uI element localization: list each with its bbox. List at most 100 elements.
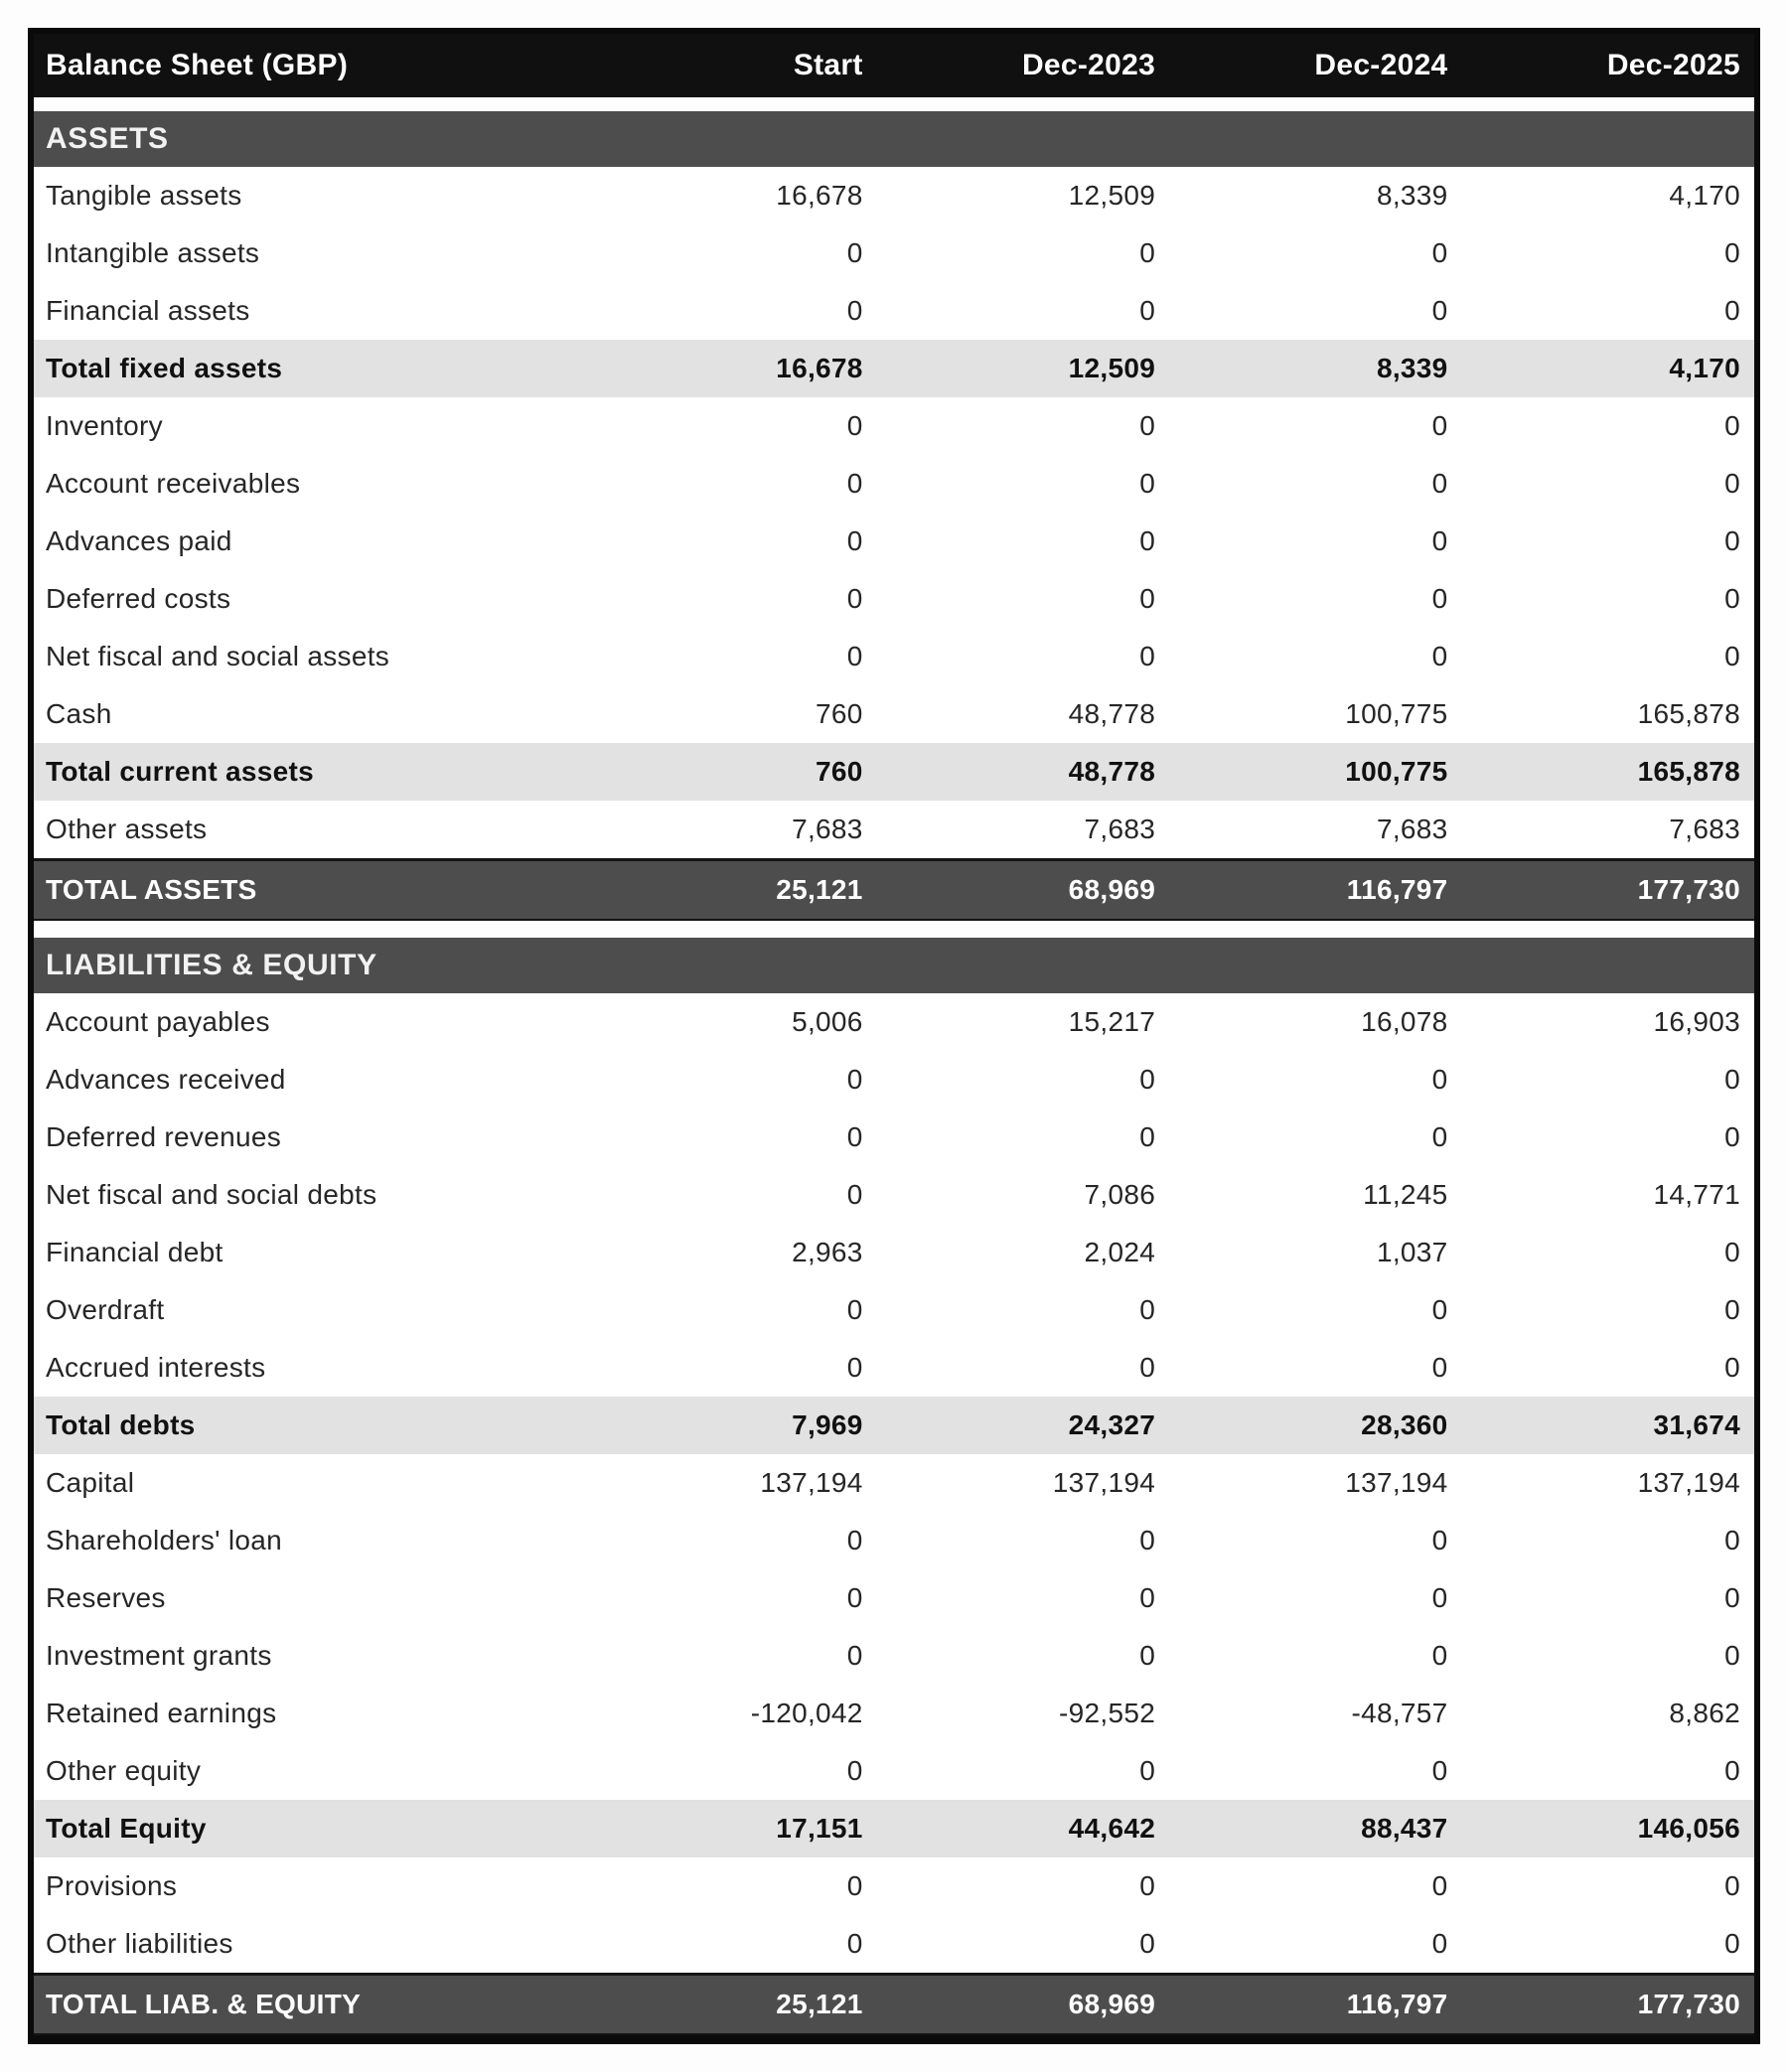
row-value: 0 [1169, 1742, 1462, 1800]
table-row: Financial debt 2,963 2,024 1,037 0 [34, 1224, 1754, 1281]
row-value: 0 [1169, 1627, 1462, 1685]
row-value: 0 [1169, 397, 1462, 455]
row-value: 0 [1461, 1051, 1754, 1109]
row-label: Overdraft [34, 1281, 585, 1339]
table-row: Cash 760 48,778 100,775 165,878 [34, 685, 1754, 743]
row-value: 0 [1169, 628, 1462, 685]
column-header-dec-2025: Dec-2025 [1461, 34, 1754, 97]
row-value: 68,969 [876, 1973, 1170, 2035]
row-value: 12,509 [876, 340, 1170, 397]
row-value: 0 [876, 1512, 1170, 1569]
grand-total-row: TOTAL ASSETS 25,121 68,969 116,797 177,730 [34, 858, 1754, 921]
table-body: ASSETS Tangible assets 16,678 12,509 8,339 4,… [34, 111, 1754, 2035]
row-value: 0 [1461, 282, 1754, 340]
row-value: 1,037 [1169, 1224, 1462, 1281]
row-label: Other assets [34, 801, 585, 860]
row-label: Total debts [34, 1397, 585, 1454]
row-value: 0 [876, 513, 1170, 570]
table-row: Deferred costs 0 0 0 0 [34, 570, 1754, 628]
row-value: 24,327 [876, 1397, 1170, 1454]
row-value: 0 [876, 628, 1170, 685]
table-row: Provisions 0 0 0 0 [34, 1857, 1754, 1915]
row-value: 0 [876, 1915, 1170, 1975]
row-label: Account receivables [34, 455, 585, 513]
row-value: 0 [584, 570, 877, 628]
subtotal-row: Total current assets 760 48,778 100,775 165,… [34, 743, 1754, 801]
row-label: Provisions [34, 1857, 585, 1915]
row-value: 0 [1461, 1224, 1754, 1281]
row-value: 0 [584, 628, 877, 685]
balance-sheet-table: Balance Sheet (GBP) Start Dec-2023 Dec-2… [34, 34, 1754, 2035]
table-row: Deferred revenues 0 0 0 0 [34, 1109, 1754, 1166]
row-label: Total fixed assets [34, 340, 585, 397]
row-value: 0 [876, 224, 1170, 282]
row-label: Advances received [34, 1051, 585, 1109]
subtotal-row: Total fixed assets 16,678 12,509 8,339 4,170 [34, 340, 1754, 397]
table-row: Tangible assets 16,678 12,509 8,339 4,170 [34, 167, 1754, 224]
row-value: 0 [1461, 570, 1754, 628]
row-value: 0 [1461, 1512, 1754, 1569]
report-title: Balance Sheet (GBP) [34, 34, 585, 97]
row-label: Accrued interests [34, 1339, 585, 1397]
row-label: Deferred revenues [34, 1109, 585, 1166]
row-label: Deferred costs [34, 570, 585, 628]
row-value: 0 [1169, 455, 1462, 513]
row-value: 0 [1169, 1109, 1462, 1166]
row-value: 0 [584, 1109, 877, 1166]
row-value: 0 [1461, 397, 1754, 455]
row-value: 137,194 [1169, 1454, 1462, 1512]
row-value: 0 [1169, 1339, 1462, 1397]
row-value: 0 [1461, 1109, 1754, 1166]
subtotal-row: Total debts 7,969 24,327 28,360 31,674 [34, 1397, 1754, 1454]
row-value: 0 [584, 1051, 877, 1109]
row-value: -92,552 [876, 1685, 1170, 1742]
row-value: 116,797 [1169, 1973, 1462, 2035]
row-value: 25,121 [584, 1973, 877, 2035]
grand-total-row: TOTAL LIAB. & EQUITY 25,121 68,969 116,797 1… [34, 1973, 1754, 2035]
row-label: Advances paid [34, 513, 585, 570]
header-spacer [34, 97, 1754, 111]
row-value: 16,678 [584, 340, 877, 397]
row-value: 88,437 [1169, 1800, 1462, 1857]
table-row: Net fiscal and social debts 0 7,086 11,245 1… [34, 1166, 1754, 1224]
section-header-row: LIABILITIES & EQUITY [34, 938, 1754, 993]
row-value: -48,757 [1169, 1685, 1462, 1742]
row-value: 0 [876, 1742, 1170, 1800]
row-value: 16,903 [1461, 993, 1754, 1051]
row-label: TOTAL ASSETS [34, 858, 585, 921]
row-value: 0 [876, 1627, 1170, 1685]
row-value: 31,674 [1461, 1397, 1754, 1454]
row-value: 0 [1461, 1569, 1754, 1627]
table-row: Net fiscal and social assets 0 0 0 0 [34, 628, 1754, 685]
row-value: 0 [584, 1569, 877, 1627]
row-value: 0 [876, 1339, 1170, 1397]
row-value: 25,121 [584, 858, 877, 921]
row-value: 0 [1461, 1627, 1754, 1685]
row-label: Reserves [34, 1569, 585, 1627]
column-header-dec-2024: Dec-2024 [1169, 34, 1462, 97]
row-value: 0 [1169, 1512, 1462, 1569]
table-row: Other liabilities 0 0 0 0 [34, 1915, 1754, 1975]
row-value: 16,078 [1169, 993, 1462, 1051]
row-value: 0 [1169, 224, 1462, 282]
row-label: Investment grants [34, 1627, 585, 1685]
row-value: 0 [584, 1512, 877, 1569]
row-label: Other equity [34, 1742, 585, 1800]
row-value: 0 [1461, 224, 1754, 282]
row-value: 0 [876, 1281, 1170, 1339]
row-value: 7,683 [1169, 801, 1462, 860]
row-value: 0 [584, 1915, 877, 1975]
row-value: 48,778 [876, 685, 1170, 743]
table-row: Reserves 0 0 0 0 [34, 1569, 1754, 1627]
row-value: 11,245 [1169, 1166, 1462, 1224]
row-value: 8,339 [1169, 340, 1462, 397]
row-value: 0 [1169, 1051, 1462, 1109]
row-value: 0 [584, 1339, 877, 1397]
row-value: 48,778 [876, 743, 1170, 801]
row-value: 137,194 [876, 1454, 1170, 1512]
row-value: 0 [1461, 628, 1754, 685]
row-value: 0 [876, 455, 1170, 513]
row-label: Inventory [34, 397, 585, 455]
balance-sheet-container: Balance Sheet (GBP) Start Dec-2023 Dec-2… [28, 28, 1760, 2044]
